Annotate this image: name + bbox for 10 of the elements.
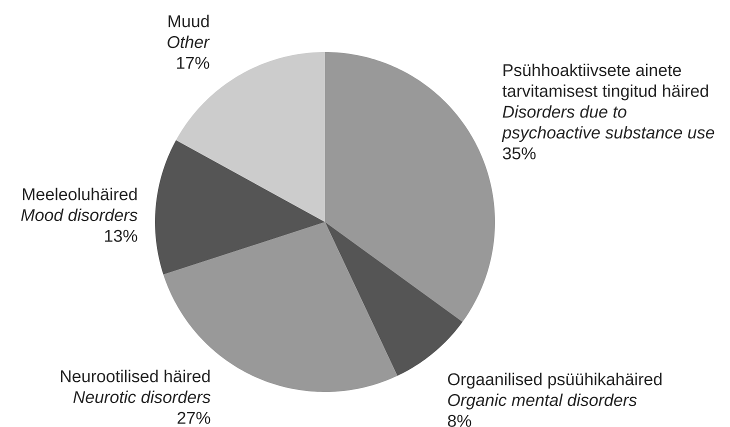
data-label: 35% xyxy=(502,147,536,160)
slice-label: Psühhoaktiivsete ainete tarvitamisest tingitud häired Disorders due to psychoactive substance use xyxy=(502,64,714,142)
slice-label: Meeleoluhäired Mood disorders xyxy=(21,188,138,222)
slice-label: Orgaanilised psüühikahäired Organic mental disorders xyxy=(448,372,662,410)
data-label: 17% xyxy=(177,56,210,69)
slice-label: Neurootilised häired Neurotic disorders xyxy=(60,370,210,404)
data-label: 8% xyxy=(448,414,472,427)
data-label: 13% xyxy=(105,230,138,242)
data-label: 27% xyxy=(178,412,210,424)
slice-label: Muud Other xyxy=(168,14,210,48)
